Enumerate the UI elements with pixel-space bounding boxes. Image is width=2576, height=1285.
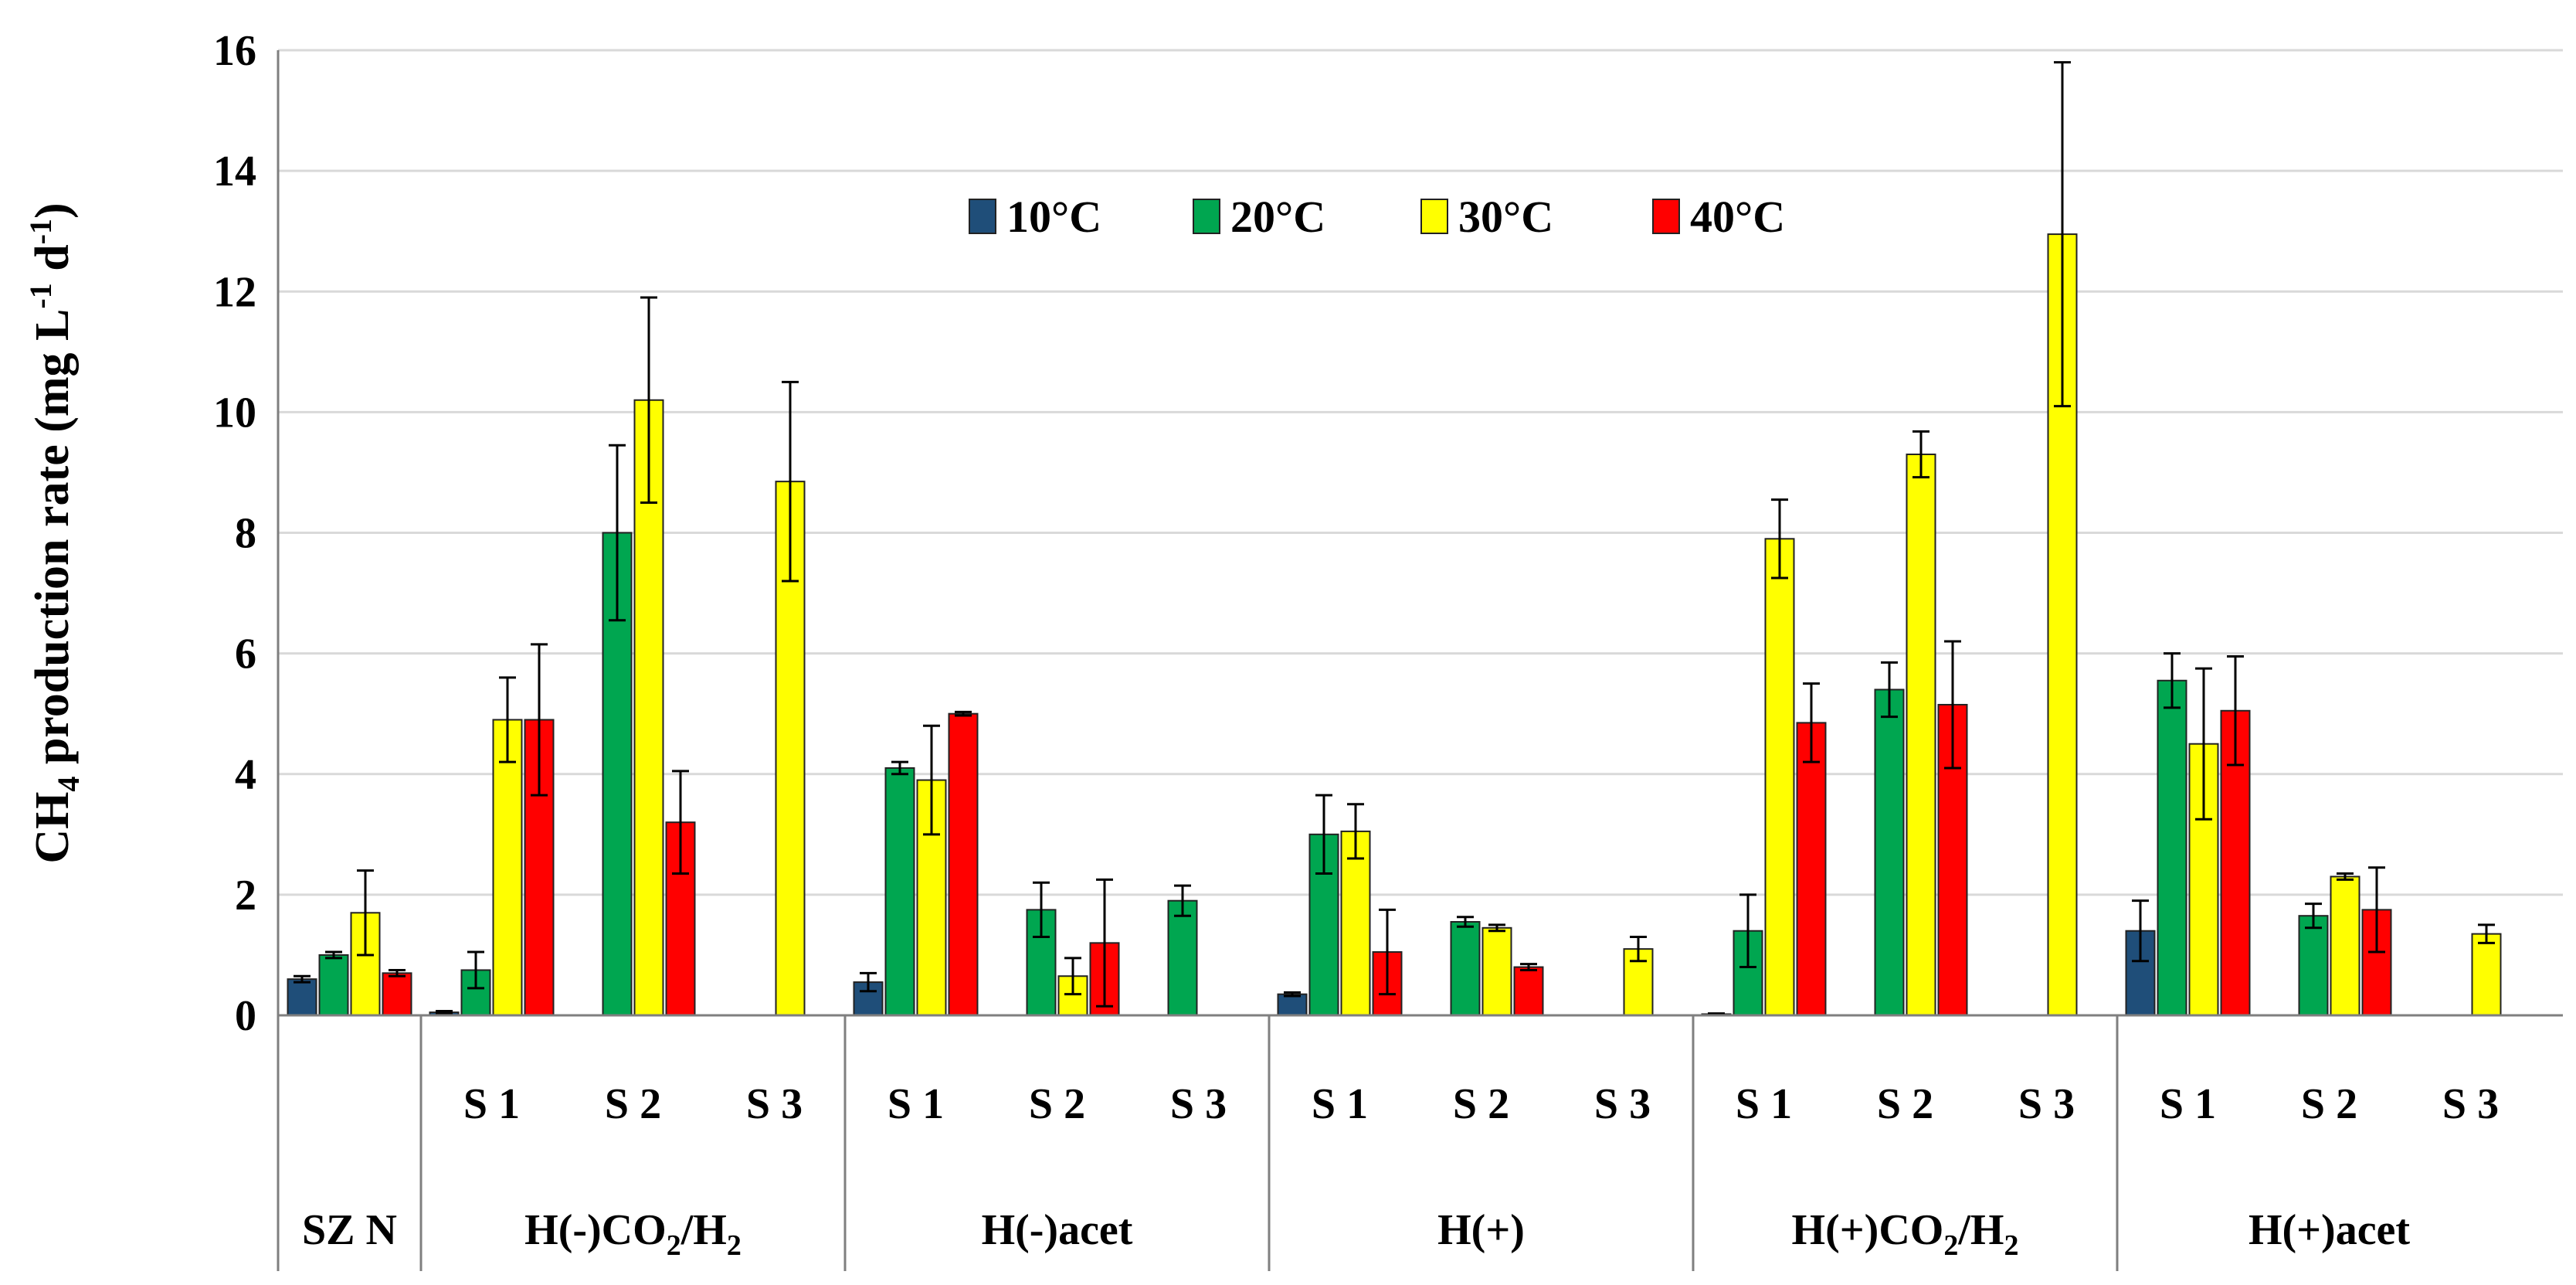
group-label: H(-)acet: [982, 1206, 1133, 1254]
y-tick-label: 12: [213, 268, 256, 316]
bar: [287, 978, 317, 1016]
y-tick-label: 2: [235, 872, 256, 920]
bar: [1481, 926, 1512, 1016]
y-tick-label: 14: [213, 148, 256, 195]
legend-swatch: [969, 199, 996, 234]
bar: [2298, 915, 2329, 1017]
bar: [2330, 875, 2360, 1017]
group-label: H(+)acet: [2248, 1206, 2410, 1254]
bar: [1874, 688, 1905, 1017]
group-label-sub: 2: [727, 1229, 742, 1262]
legend-label: 30°C: [1458, 192, 1553, 242]
group-label-part: /H: [680, 1206, 727, 1254]
ylabel-part-e: d: [26, 244, 79, 283]
subgroup-label: S 1: [463, 1080, 520, 1128]
subgroup-label: S 3: [1594, 1080, 1651, 1128]
group-label: H(+): [1437, 1206, 1525, 1254]
group-label: SZ N: [302, 1206, 397, 1254]
legend-label: 10°C: [1006, 192, 1101, 242]
subgroup-label: S 1: [2160, 1080, 2216, 1128]
bar: [1450, 921, 1481, 1017]
bar: [1796, 722, 1827, 1016]
y-tick-label: 8: [235, 510, 256, 558]
y-axis-label: CH4 production rate (mg L-1 d-1): [23, 202, 86, 863]
legend-swatch: [1193, 199, 1220, 234]
y-tick-label: 4: [235, 751, 256, 799]
bar: [2361, 909, 2392, 1016]
bars: [287, 61, 2502, 1017]
subgroup-label: S 3: [2018, 1080, 2075, 1128]
y-tick-label: 6: [235, 631, 256, 678]
bar: [1277, 993, 1308, 1016]
bar: [1167, 899, 1198, 1017]
group-label-sub: 2: [2004, 1229, 2018, 1262]
bar: [2157, 679, 2187, 1016]
bar: [633, 399, 664, 1016]
legend-label: 40°C: [1690, 192, 1785, 242]
ylabel-part-d: -1: [23, 283, 58, 308]
y-tick-labels: 0 2 4 6 8 10 12 14 16: [213, 27, 256, 1040]
ylabel-part-f: -1: [23, 219, 58, 244]
subgroup-label: S 2: [2301, 1080, 2357, 1128]
ylabel-part-b: 4: [51, 777, 86, 792]
bar: [884, 767, 915, 1016]
subgroup-label: S 1: [1736, 1080, 1792, 1128]
bar: [1906, 454, 1936, 1016]
subgroup-label: S 2: [1029, 1080, 1085, 1128]
bar: [948, 712, 979, 1016]
group-label-sub: 2: [1943, 1229, 1958, 1262]
bar: [492, 719, 523, 1017]
axes: [277, 50, 2563, 1271]
bar: [2471, 933, 2502, 1016]
y-tick-label: 0: [235, 992, 256, 1040]
group-label: H(+)CO2/H2: [1792, 1206, 2019, 1262]
subgroup-label: S 1: [888, 1080, 944, 1128]
group-label-part: H(-)CO: [524, 1206, 667, 1254]
subgroup-label: S 3: [2442, 1080, 2499, 1128]
ylabel-part-g: ): [26, 202, 79, 219]
group-label-part: H(+)CO: [1792, 1206, 1944, 1254]
subgroup-label: S 3: [746, 1080, 803, 1128]
bar: [318, 954, 349, 1016]
y-tick-label: 10: [213, 389, 256, 437]
y-tick-label: 16: [213, 27, 256, 75]
ylabel-part-c: production rate (mg L: [26, 309, 79, 777]
ylabel-part-a: CH: [26, 792, 79, 864]
legend-swatch: [1420, 199, 1448, 234]
subgroup-label: S 2: [1877, 1080, 1933, 1128]
bar: [1513, 966, 1544, 1017]
legend-label: 20°C: [1230, 192, 1325, 242]
bar: [382, 972, 412, 1016]
subgroup-label: S 3: [1170, 1080, 1227, 1128]
subgroup-label: S 1: [1312, 1080, 1368, 1128]
bar: [1340, 830, 1371, 1017]
group-label-sub: 2: [667, 1229, 681, 1262]
bar: [1764, 538, 1795, 1016]
subgroup-label: S 2: [1453, 1080, 1509, 1128]
legend-swatch: [1652, 199, 1680, 234]
group-label-part: /H: [1957, 1206, 2004, 1254]
group-label: H(-)CO2/H2: [524, 1206, 742, 1262]
subgroup-label: S 2: [605, 1080, 661, 1128]
legend: 10°C 20°C 30°C 40°C: [969, 192, 1785, 242]
